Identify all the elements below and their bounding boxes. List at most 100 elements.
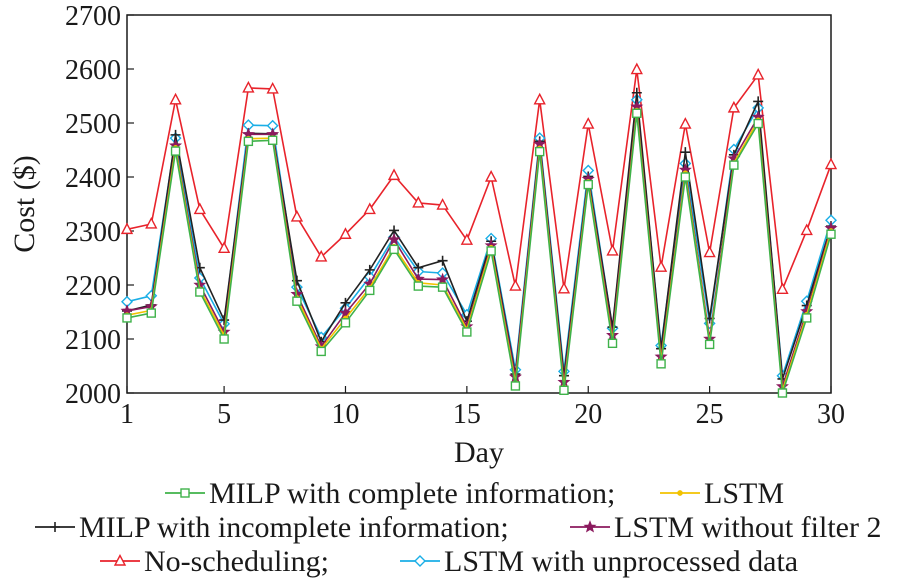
data-point xyxy=(437,255,448,266)
legend-item: MILP with incomplete information; xyxy=(35,511,509,544)
data-point xyxy=(316,346,326,357)
data-point xyxy=(120,222,134,235)
plot-frame xyxy=(126,14,832,394)
data-point xyxy=(437,282,448,292)
data-point xyxy=(122,313,132,323)
series-line xyxy=(126,91,832,380)
legend-label: No-scheduling; xyxy=(144,545,329,578)
data-point xyxy=(583,520,597,533)
data-point xyxy=(340,297,351,308)
data-point xyxy=(290,209,304,222)
data-point xyxy=(727,100,741,113)
data-point xyxy=(824,157,838,170)
data-point xyxy=(340,318,351,328)
data-point xyxy=(704,339,715,350)
data-point xyxy=(243,136,254,147)
data-point xyxy=(677,490,683,496)
data-point xyxy=(170,129,181,140)
data-point xyxy=(219,315,230,326)
series-layer xyxy=(120,62,838,398)
x-tick-label: 15 xyxy=(453,399,481,430)
y-tick-label: 2600 xyxy=(65,55,121,86)
legend: MILP with complete information; LSTM MILP … xyxy=(35,477,881,578)
data-point xyxy=(219,334,229,344)
data-point xyxy=(557,281,571,294)
data-point xyxy=(631,87,642,98)
data-point xyxy=(460,233,474,245)
x-tick-label: 10 xyxy=(331,399,359,430)
x-tick-label: 1 xyxy=(120,399,134,430)
data-point xyxy=(534,146,545,157)
legend-item: MILP with complete information; xyxy=(165,477,615,510)
data-point xyxy=(170,146,181,156)
data-point xyxy=(484,169,498,182)
data-point xyxy=(267,135,278,145)
data-point xyxy=(632,108,642,118)
data-point xyxy=(412,195,425,208)
series-milp-with-complete-information xyxy=(122,108,836,398)
data-point xyxy=(169,92,182,105)
data-point xyxy=(413,281,424,291)
legend-item: LSTM xyxy=(660,477,784,510)
legend-label: MILP with incomplete information; xyxy=(79,511,509,544)
data-point xyxy=(364,264,375,275)
x-tick-label: 30 xyxy=(817,399,845,430)
data-point xyxy=(363,202,376,215)
data-point xyxy=(486,246,496,256)
data-point xyxy=(583,179,593,190)
data-point xyxy=(146,308,156,318)
data-point xyxy=(413,262,424,273)
legend-label: LSTM xyxy=(704,477,784,510)
data-point xyxy=(50,522,60,532)
data-point xyxy=(630,62,643,75)
series-lstm-without-filter-2 xyxy=(120,99,838,393)
data-point xyxy=(656,359,666,369)
y-tick-label: 2200 xyxy=(65,271,121,302)
data-point xyxy=(776,282,789,295)
data-point xyxy=(436,198,449,210)
data-point xyxy=(509,279,522,291)
data-point xyxy=(802,313,812,323)
series-milp-with-incomplete-information xyxy=(122,87,836,384)
data-point xyxy=(606,243,619,256)
data-point xyxy=(266,81,279,94)
data-point xyxy=(654,260,668,272)
y-axis-label: Cost ($) xyxy=(8,155,41,253)
data-point xyxy=(365,285,375,296)
series-line xyxy=(126,112,832,394)
data-point xyxy=(242,80,255,93)
y-tick-label: 2700 xyxy=(65,1,121,32)
x-tick-label: 25 xyxy=(696,399,724,430)
legend-item: No-scheduling; xyxy=(100,545,329,578)
data-point xyxy=(339,227,352,239)
data-point xyxy=(680,172,691,182)
data-point xyxy=(462,327,472,337)
data-point xyxy=(679,117,692,129)
data-point xyxy=(753,96,764,107)
data-point xyxy=(193,202,206,215)
data-point xyxy=(414,555,426,567)
data-point xyxy=(680,147,691,158)
data-point xyxy=(315,249,328,262)
data-point xyxy=(826,229,836,239)
data-point xyxy=(387,232,401,246)
data-point xyxy=(777,388,788,398)
data-point xyxy=(703,245,716,258)
y-tick-label: 2500 xyxy=(65,109,121,140)
data-point xyxy=(533,92,546,105)
legend-item: LSTM without filter 2 xyxy=(570,511,881,544)
data-point xyxy=(389,244,399,255)
y-tick-label: 2000 xyxy=(65,379,121,410)
series-line xyxy=(126,68,832,291)
data-point xyxy=(582,117,595,129)
legend-item: LSTM with unprocessed data xyxy=(400,545,798,578)
data-point xyxy=(292,296,302,306)
data-point xyxy=(387,168,401,181)
data-point xyxy=(145,216,158,229)
series-line xyxy=(126,98,832,377)
data-point xyxy=(113,553,127,566)
legend-label: LSTM without filter 2 xyxy=(614,511,881,544)
x-tick-label: 5 xyxy=(217,399,231,430)
